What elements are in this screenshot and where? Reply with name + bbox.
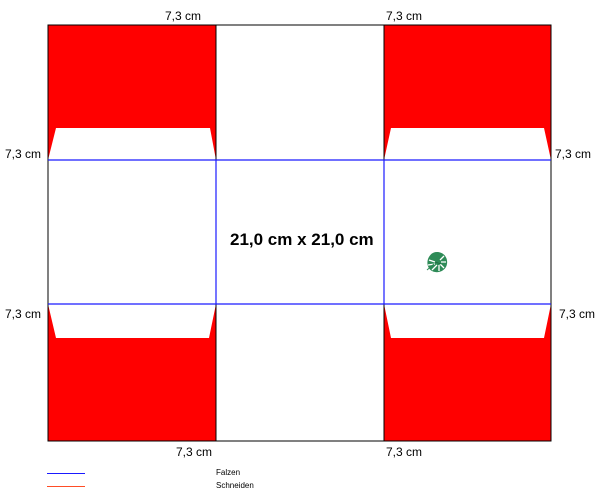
dim-label-right-upper: 7,3 cm (555, 147, 592, 161)
flap-top-right (384, 25, 551, 160)
center-dimension-label: 21,0 cm x 21,0 cm (230, 230, 374, 249)
monstera-leaf-icon (426, 252, 448, 273)
dim-label-bottom-left: 7,3 cm (176, 445, 213, 459)
dim-label-bottom-right: 7,3 cm (386, 445, 423, 459)
legend-fold-line (47, 473, 85, 474)
flap-bottom-right (384, 304, 551, 441)
legend-cut-line (47, 486, 85, 487)
dim-label-left-upper: 7,3 cm (5, 147, 42, 161)
outer-outline (47, 24, 552, 442)
flap-bottom-left (48, 304, 216, 441)
legend-fold-label: Falzen (216, 468, 241, 477)
legend-cut-label: Schneiden (216, 481, 254, 490)
dim-label-top-right: 7,3 cm (386, 9, 423, 23)
dim-label-right-lower: 7,3 cm (559, 307, 596, 321)
dim-label-top-left: 7,3 cm (165, 9, 202, 23)
dim-label-left-lower: 7,3 cm (5, 307, 42, 321)
flap-top-left (48, 25, 216, 160)
